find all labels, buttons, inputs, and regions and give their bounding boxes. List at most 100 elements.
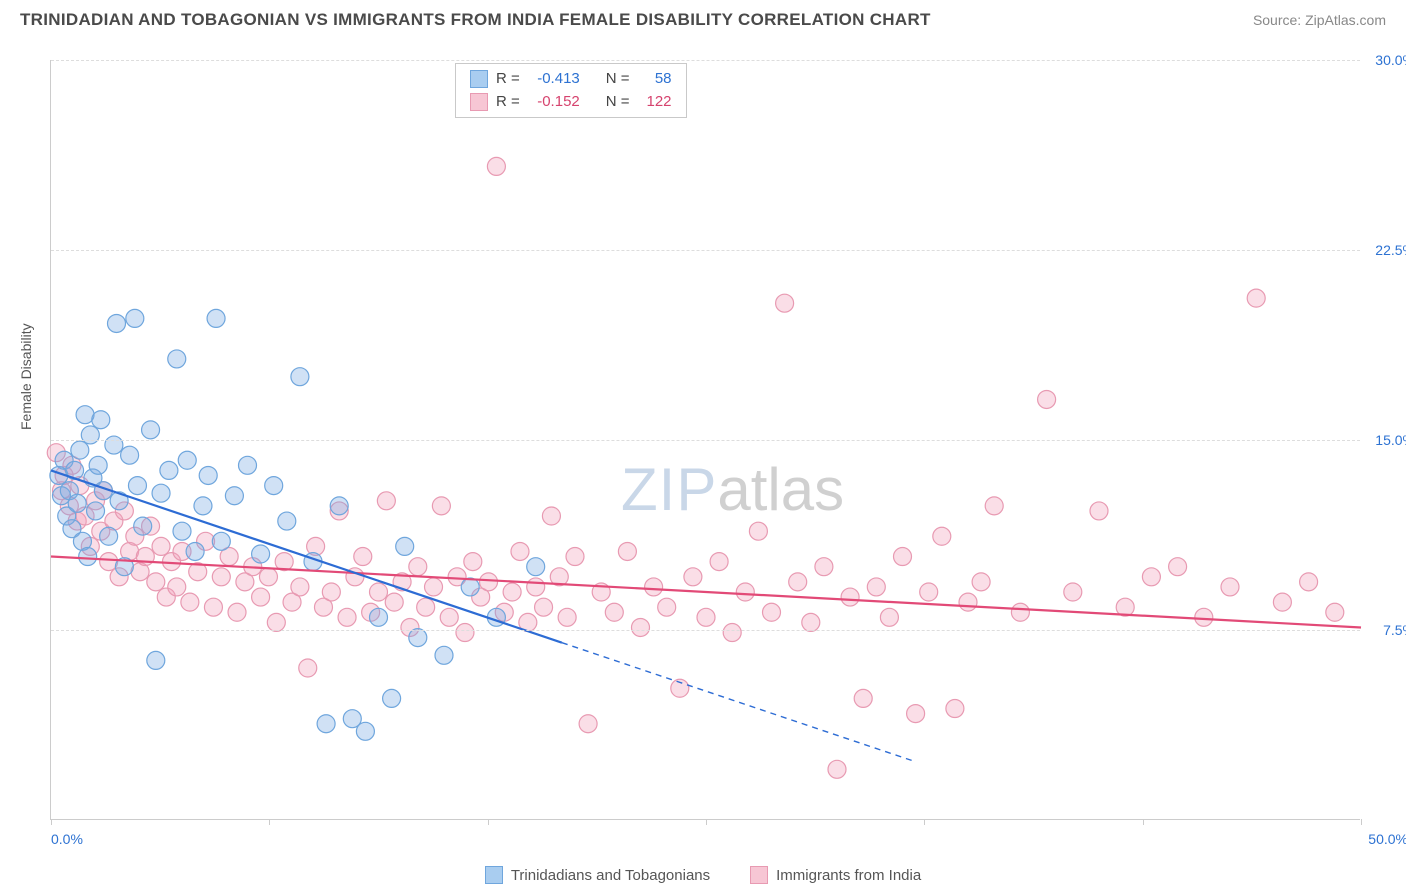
- data-point: [168, 350, 186, 368]
- data-point: [147, 573, 165, 591]
- stat-R-label: R =: [496, 68, 520, 91]
- data-point: [487, 157, 505, 175]
- data-point: [854, 689, 872, 707]
- data-point: [1326, 603, 1344, 621]
- data-point: [186, 542, 204, 560]
- data-point: [385, 593, 403, 611]
- data-point: [527, 558, 545, 576]
- data-point: [1169, 558, 1187, 576]
- x-min-label: 0.0%: [51, 831, 83, 847]
- source-name: ZipAtlas.com: [1305, 12, 1386, 28]
- data-point: [618, 542, 636, 560]
- data-point: [658, 598, 676, 616]
- data-point: [92, 411, 110, 429]
- data-point: [370, 583, 388, 601]
- data-point: [152, 537, 170, 555]
- data-point: [1142, 568, 1160, 586]
- swatch-series2: [470, 93, 488, 111]
- y-tick-label: 30.0%: [1375, 52, 1406, 68]
- data-point: [1195, 608, 1213, 626]
- x-tick: [924, 819, 925, 825]
- data-point: [134, 517, 152, 535]
- bottom-legend: Trinidadians and Tobagonians Immigrants …: [0, 866, 1406, 884]
- chart-title: TRINIDADIAN AND TOBAGONIAN VS IMMIGRANTS…: [20, 10, 931, 30]
- chart-plot-area: ZIPatlas 7.5%15.0%22.5%30.0%0.0%50.0%: [50, 60, 1360, 820]
- gridline: [51, 60, 1360, 61]
- data-point: [542, 507, 560, 525]
- y-tick-label: 15.0%: [1375, 432, 1406, 448]
- data-point: [291, 578, 309, 596]
- data-point: [1038, 390, 1056, 408]
- data-point: [89, 456, 107, 474]
- legend-item-2: Immigrants from India: [750, 866, 921, 884]
- data-point: [121, 446, 139, 464]
- data-point: [697, 608, 715, 626]
- legend-item-1: Trinidadians and Tobagonians: [485, 866, 710, 884]
- y-tick-label: 7.5%: [1383, 622, 1406, 638]
- data-point: [736, 583, 754, 601]
- data-point: [946, 700, 964, 718]
- stats-row-series2: R = -0.152 N = 122: [470, 91, 672, 114]
- data-point: [259, 568, 277, 586]
- y-axis-title: Female Disability: [18, 323, 34, 430]
- data-point: [1273, 593, 1291, 611]
- data-point: [456, 624, 474, 642]
- data-point: [985, 497, 1003, 515]
- data-point: [802, 613, 820, 631]
- x-tick: [1361, 819, 1362, 825]
- data-point: [440, 608, 458, 626]
- x-max-label: 50.0%: [1368, 831, 1406, 847]
- data-point: [435, 646, 453, 664]
- data-point: [1300, 573, 1318, 591]
- data-point: [409, 558, 427, 576]
- data-point: [920, 583, 938, 601]
- legend-swatch-2: [750, 866, 768, 884]
- data-point: [396, 537, 414, 555]
- data-point: [105, 436, 123, 454]
- data-point: [338, 608, 356, 626]
- stat-N-value-2: 122: [638, 91, 672, 114]
- data-point: [126, 309, 144, 327]
- data-point: [152, 484, 170, 502]
- stat-R-value-1: -0.413: [528, 68, 580, 91]
- data-point: [763, 603, 781, 621]
- data-point: [527, 578, 545, 596]
- data-point: [147, 651, 165, 669]
- data-point: [212, 568, 230, 586]
- data-point: [322, 583, 340, 601]
- data-point: [1221, 578, 1239, 596]
- data-point: [480, 573, 498, 591]
- data-point: [317, 715, 335, 733]
- data-point: [972, 573, 990, 591]
- data-point: [71, 441, 89, 459]
- data-point: [535, 598, 553, 616]
- x-tick: [269, 819, 270, 825]
- data-point: [128, 477, 146, 495]
- data-point: [815, 558, 833, 576]
- data-point: [252, 588, 270, 606]
- data-point: [100, 527, 118, 545]
- chart-source: Source: ZipAtlas.com: [1253, 12, 1386, 28]
- data-point: [464, 553, 482, 571]
- data-point: [225, 487, 243, 505]
- data-point: [299, 659, 317, 677]
- data-point: [880, 608, 898, 626]
- data-point: [1011, 603, 1029, 621]
- gridline: [51, 630, 1360, 631]
- data-point: [142, 421, 160, 439]
- data-point: [959, 593, 977, 611]
- data-point: [776, 294, 794, 312]
- data-point: [933, 527, 951, 545]
- data-point: [789, 573, 807, 591]
- x-tick: [1143, 819, 1144, 825]
- data-point: [267, 613, 285, 631]
- data-point: [1090, 502, 1108, 520]
- data-point: [828, 760, 846, 778]
- data-point: [503, 583, 521, 601]
- data-point: [173, 522, 191, 540]
- data-point: [228, 603, 246, 621]
- gridline: [51, 440, 1360, 441]
- data-point: [723, 624, 741, 642]
- data-point: [511, 542, 529, 560]
- data-point: [432, 497, 450, 515]
